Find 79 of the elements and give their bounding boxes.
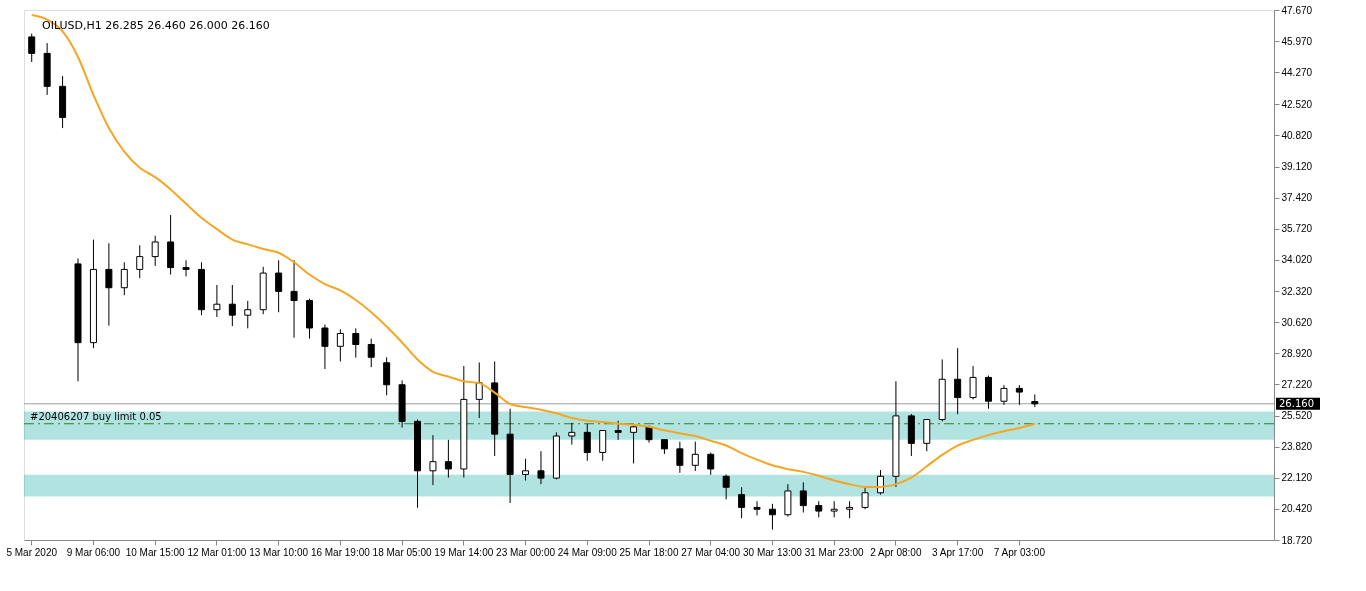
y-tick-label: 47.670 — [1281, 4, 1313, 16]
candlestick — [614, 420, 622, 441]
x-tick-label: 31 Mar 23:00 — [804, 546, 865, 558]
candlestick — [985, 375, 993, 410]
ref-line-label: #20406207 buy limit 0.05 — [30, 410, 162, 422]
x-tick-label: 16 Mar 19:00 — [310, 546, 371, 558]
y-tick-label: 22.120 — [1281, 472, 1313, 484]
candlestick — [583, 423, 591, 462]
x-tick-label: 2 Apr 08:00 — [870, 546, 922, 558]
x-tick-label: 25 Mar 18:00 — [619, 546, 679, 558]
candlestick — [799, 481, 807, 514]
candlestick — [213, 284, 221, 318]
y-tick-label: 44.270 — [1281, 66, 1313, 78]
x-tick-label: 12 Mar 01:00 — [187, 546, 247, 558]
candlestick — [136, 244, 144, 279]
candlestick — [444, 439, 452, 479]
candlestick — [105, 242, 113, 327]
y-tick-label: 27.220 — [1281, 378, 1313, 390]
y-tick-label: 28.920 — [1281, 347, 1313, 359]
candlestick — [676, 441, 684, 474]
candlestick — [568, 422, 576, 446]
candlestick — [290, 259, 298, 339]
y-tick-label: 40.820 — [1281, 129, 1313, 141]
candlestick — [151, 235, 159, 267]
y-tick-label: 23.820 — [1281, 441, 1313, 453]
x-tick-label: 5 Mar 2020 — [6, 546, 58, 558]
candlestick — [923, 419, 931, 452]
x-tick-label: 27 Mar 04:00 — [681, 546, 741, 558]
candlestick — [228, 284, 236, 327]
candlestick — [738, 486, 746, 519]
candlestick — [537, 450, 545, 485]
y-tick-label: 45.970 — [1281, 35, 1313, 47]
candlestick — [1015, 384, 1023, 406]
y-tick-label: 39.120 — [1281, 161, 1313, 173]
candlestick — [768, 503, 776, 531]
y-tick-label: 42.520 — [1281, 98, 1313, 110]
x-tick-label: 13 Mar 10:00 — [249, 546, 309, 558]
ref-line-label: 26.160 — [1279, 397, 1314, 409]
candlestick — [599, 430, 607, 462]
x-tick-label: 7 Apr 03:00 — [993, 546, 1046, 558]
x-tick-label: 30 Mar 13:00 — [742, 546, 803, 558]
candlestick — [321, 324, 329, 370]
y-tick-label: 32.320 — [1281, 285, 1313, 297]
candlestick — [954, 347, 962, 415]
candlestick — [275, 259, 283, 313]
y-tick-label: 20.420 — [1281, 503, 1313, 515]
candlestick — [753, 500, 761, 516]
candlestick — [475, 361, 483, 419]
x-tick-label: 23 Mar 00:00 — [496, 546, 556, 558]
candlestick — [120, 261, 128, 296]
x-tick-label: 24 Mar 09:00 — [557, 546, 618, 558]
candlestick — [1000, 384, 1008, 406]
x-tick-label: 3 Apr 17:00 — [932, 546, 984, 558]
x-tick-label: 19 Mar 14:00 — [434, 546, 494, 558]
candlestick — [522, 458, 530, 481]
y-tick-label: 35.720 — [1281, 223, 1313, 235]
candlestick — [429, 434, 437, 486]
candlestick — [28, 33, 36, 63]
candlestick — [182, 259, 190, 277]
candlestick — [707, 451, 715, 476]
candlestick — [352, 327, 360, 359]
candlestick — [367, 338, 375, 368]
candlestick — [969, 365, 977, 400]
candlestick — [722, 473, 730, 500]
x-tick-label: 10 Mar 15:00 — [125, 546, 186, 558]
candlestick — [784, 483, 792, 518]
candlestick — [336, 328, 344, 362]
candlestick — [244, 300, 252, 329]
y-tick-label: 34.020 — [1281, 254, 1313, 266]
candlestick — [861, 486, 869, 510]
candlestick — [630, 425, 638, 464]
y-tick-label: 37.420 — [1281, 192, 1313, 204]
y-tick-label: 25.520 — [1281, 410, 1313, 422]
x-tick-label: 9 Mar 06:00 — [66, 546, 121, 558]
y-tick-label: 18.720 — [1281, 534, 1313, 546]
candlestick — [691, 441, 699, 472]
y-tick-label: 30.620 — [1281, 316, 1313, 328]
x-tick-label: 18 Mar 05:00 — [372, 546, 432, 558]
candlestick — [383, 356, 391, 396]
